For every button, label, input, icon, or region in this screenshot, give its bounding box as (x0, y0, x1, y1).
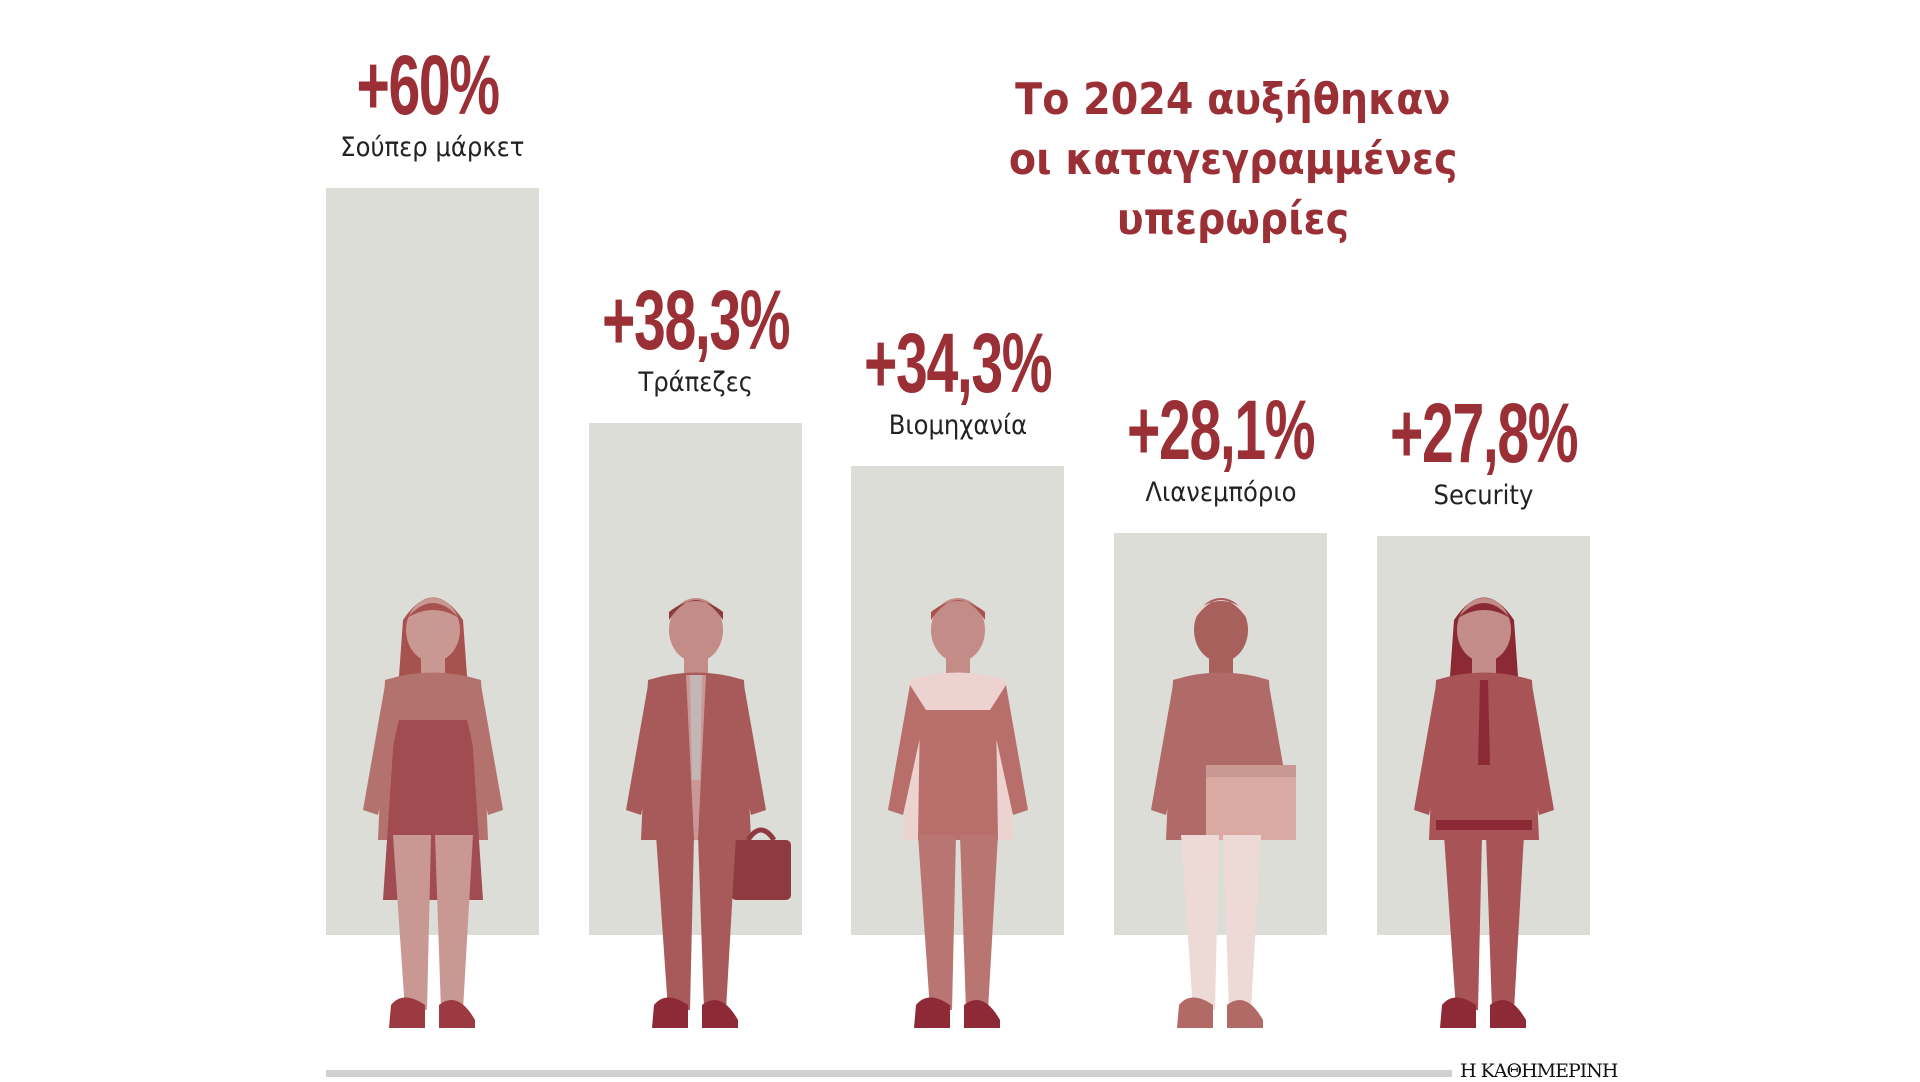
worker-figure-5 (1374, 580, 1594, 1045)
title-line: οι καταγεγραμμένες (933, 130, 1533, 190)
category-label: Βιομηχανία (808, 410, 1108, 442)
title-line: υπερωρίες (933, 190, 1533, 250)
worker-figure-2 (586, 580, 806, 1045)
title-line-text: υπερωρίες (1116, 194, 1350, 245)
category-label: Σούπερ μάρκετ (283, 132, 583, 164)
category-label-text: Λιανεμπόριο (1144, 477, 1297, 508)
data-label-text: +28,1% (1126, 383, 1316, 477)
category-label-text: Τράπεζες (638, 367, 753, 398)
footer-line (326, 1070, 1452, 1077)
title-line-text: Το 2024 αυξήθηκαν (1015, 74, 1451, 125)
data-label-text: +38,3% (601, 273, 791, 367)
data-label-text: +27,8% (1389, 386, 1579, 480)
data-label-text: +34,3% (863, 316, 1053, 410)
category-label: Λιανεμπόριο (1071, 477, 1371, 509)
data-label-text: +60% (356, 38, 500, 132)
category-label: Τράπεζες (546, 367, 846, 399)
category-label-text: Βιομηχανία (888, 410, 1027, 441)
chart-title: Το 2024 αυξήθηκαν οι καταγεγραμμένες υπε… (933, 70, 1533, 250)
worker-figure-4 (1111, 580, 1331, 1045)
data-label: +38,3% (546, 278, 846, 362)
worker-figure-1 (323, 580, 543, 1045)
title-line-text: οι καταγεγραμμένες (1008, 134, 1458, 185)
data-label: +28,1% (1071, 388, 1371, 472)
category-label-text: Σούπερ μάρκετ (340, 132, 525, 163)
data-label: +60% (278, 43, 578, 127)
worker-figure-3 (848, 580, 1068, 1045)
data-label: +34,3% (808, 321, 1108, 405)
data-label: +27,8% (1334, 391, 1634, 475)
category-label: Security (1334, 480, 1634, 512)
brand-logo: Η ΚΑΘΗΜΕΡΙΝΗ (1460, 1060, 1618, 1082)
title-line: Το 2024 αυξήθηκαν (933, 70, 1533, 130)
category-label-text: Security (1433, 480, 1534, 511)
